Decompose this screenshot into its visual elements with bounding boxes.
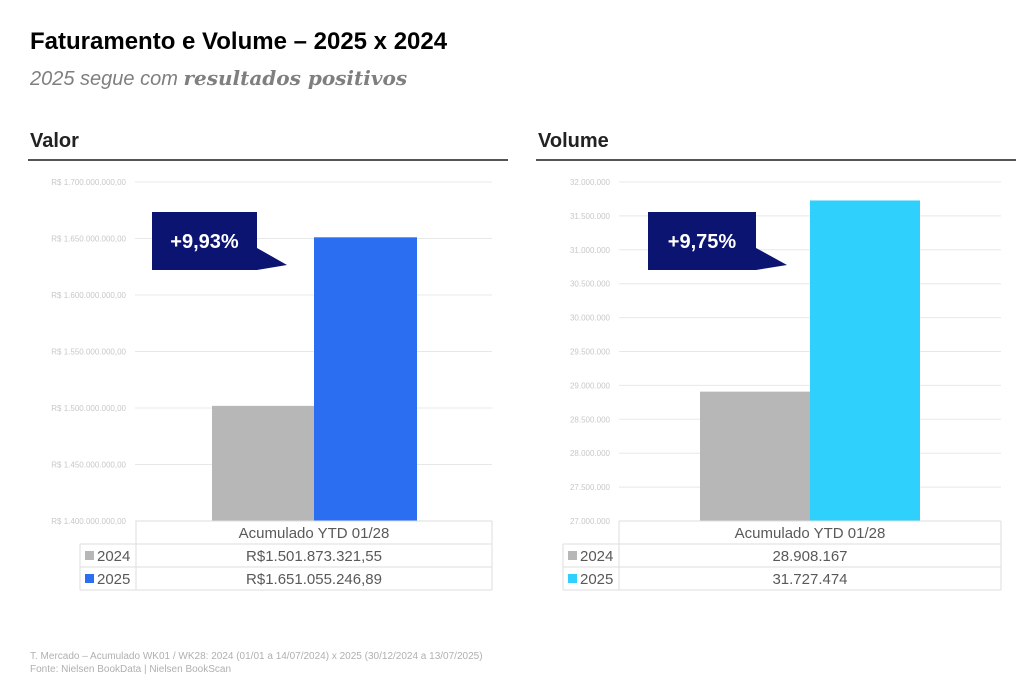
volume-table-value-2025: 31.727.474 [772, 571, 847, 588]
valor-bar-2025 [314, 237, 417, 522]
volume-y-tick-label: 29.500.000 [570, 348, 611, 357]
volume-y-tick-label: 27.500.000 [570, 483, 611, 492]
valor-y-tick-label: R$ 1.550.000.000,00 [51, 348, 126, 357]
volume-bar-2025 [810, 200, 920, 521]
subtitle-emphasis: resultados positivos [183, 66, 408, 90]
valor-y-tick-label: R$ 1.600.000.000,00 [51, 291, 126, 300]
volume-y-tick-label: 31.500.000 [570, 212, 611, 221]
volume-callout-box [648, 212, 787, 270]
valor-table-value-2025: R$1.651.055.246,89 [246, 571, 382, 588]
volume-category-label: Acumulado YTD 01/28 [735, 525, 886, 542]
valor-y-tick-label: R$ 1.450.000.000,00 [51, 461, 126, 470]
valor-y-tick-label: R$ 1.650.000.000,00 [51, 235, 126, 244]
volume-y-tick-label: 29.000.000 [570, 381, 611, 390]
volume-y-tick-label: 30.500.000 [570, 280, 611, 289]
volume-bar-2024 [700, 391, 810, 521]
valor-y-tick-label: R$ 1.400.000.000,00 [51, 517, 126, 526]
valor-panel-rule [28, 159, 508, 161]
volume-legend-label-2025: 2025 [580, 571, 613, 588]
volume-legend-swatch-2025 [568, 574, 577, 583]
footnote-period: T. Mercado – Acumulado WK01 / WK28: 2024… [30, 651, 483, 662]
valor-callout-box [152, 212, 287, 270]
valor-bar-2024 [212, 405, 315, 521]
page-title: Faturamento e Volume – 2025 x 2024 [30, 28, 448, 55]
volume-y-tick-label: 27.000.000 [570, 517, 611, 526]
footnote-source: Fonte: Nielsen BookData | Nielsen BookSc… [30, 664, 232, 675]
valor-panel-title: Valor [30, 130, 79, 152]
valor-category-label: Acumulado YTD 01/28 [239, 525, 390, 542]
valor-legend-label-2024: 2024 [97, 548, 130, 565]
volume-y-tick-label: 30.000.000 [570, 314, 611, 323]
page-subtitle: 2025 segue com resultados positivos [30, 66, 407, 91]
subtitle-prefix: 2025 segue com [30, 68, 184, 90]
volume-panel-rule [536, 159, 1016, 161]
volume-table-value-2024: 28.908.167 [772, 548, 847, 565]
valor-callout-label: +9,93% [170, 231, 239, 253]
valor-legend-label-2025: 2025 [97, 571, 130, 588]
volume-panel-title: Volume [538, 130, 609, 152]
valor-y-tick-label: R$ 1.500.000.000,00 [51, 404, 126, 413]
valor-legend-swatch-2024 [85, 551, 94, 560]
valor-table-value-2024: R$1.501.873.321,55 [246, 548, 382, 565]
valor-y-tick-label: R$ 1.700.000.000,00 [51, 178, 126, 187]
volume-y-tick-label: 28.500.000 [570, 415, 611, 424]
volume-y-tick-label: 31.000.000 [570, 246, 611, 255]
valor-legend-swatch-2025 [85, 574, 94, 583]
volume-callout-label: +9,75% [668, 231, 737, 253]
footnote: T. Mercado – Acumulado WK01 / WK28: 2024… [30, 650, 483, 676]
volume-y-tick-label: 32.000.000 [570, 178, 611, 187]
volume-y-tick-label: 28.000.000 [570, 449, 611, 458]
volume-legend-label-2024: 2024 [580, 548, 613, 565]
volume-legend-swatch-2024 [568, 551, 577, 560]
